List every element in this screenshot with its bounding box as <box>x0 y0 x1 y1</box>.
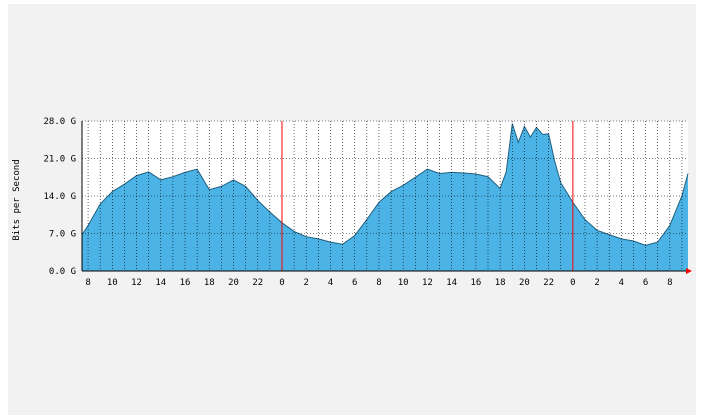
x-tick-label: 4 <box>328 278 333 288</box>
x-tick-label: 14 <box>155 278 166 288</box>
x-tick-label: 18 <box>495 278 506 288</box>
x-tick-label: 14 <box>446 278 457 288</box>
x-tick-label: 2 <box>594 278 599 288</box>
x-tick-label: 16 <box>180 278 191 288</box>
x-tick-label: 6 <box>352 278 357 288</box>
x-tick-label: 20 <box>519 278 530 288</box>
traffic-chart: Bits per Second 0.0 G7.0 G14.0 G21.0 G28… <box>12 117 692 288</box>
x-tick-label: 18 <box>204 278 215 288</box>
y-tick-label: 7.0 G <box>49 230 76 240</box>
x-tick-label: 10 <box>398 278 409 288</box>
x-tick-label: 0 <box>279 278 284 288</box>
chart-frame: Bits per Second 0.0 G 7.0 G 14.0 G 21.0 G 28… <box>8 4 696 415</box>
x-tick-label: 8 <box>376 278 381 288</box>
y-axis-title: Bits per Second <box>12 159 22 240</box>
x-tick-label: 20 <box>228 278 239 288</box>
x-tick-label: 0 <box>570 278 575 288</box>
x-tick-label: 22 <box>543 278 554 288</box>
y-tick-label: 21.0 G <box>43 155 76 165</box>
x-axis-arrow <box>686 268 692 274</box>
traffic-line <box>81 123 689 246</box>
x-tick-label: 12 <box>131 278 142 288</box>
x-tick-label: 22 <box>252 278 263 288</box>
x-tick-label: 4 <box>619 278 624 288</box>
x-tick-label: 8 <box>85 278 90 288</box>
x-tick-label: 12 <box>422 278 433 288</box>
x-tick-label: 8 <box>667 278 672 288</box>
x-tick-label: 10 <box>107 278 118 288</box>
y-tick-label: 0.0 G <box>49 267 76 277</box>
y-tick-label: 14.0 G <box>43 192 76 202</box>
y-axis-title-group: Bits per Second <box>12 159 22 240</box>
x-tick-label: 16 <box>470 278 481 288</box>
y-tick-label: 28.0 G <box>43 117 76 127</box>
x-tick-label: 2 <box>304 278 309 288</box>
x-tick-label: 6 <box>643 278 648 288</box>
plot-area: 0.0 G 7.0 G 14.0 G 21.0 G 28.0 G 8 10 12 14 16 18 2… <box>43 117 692 288</box>
